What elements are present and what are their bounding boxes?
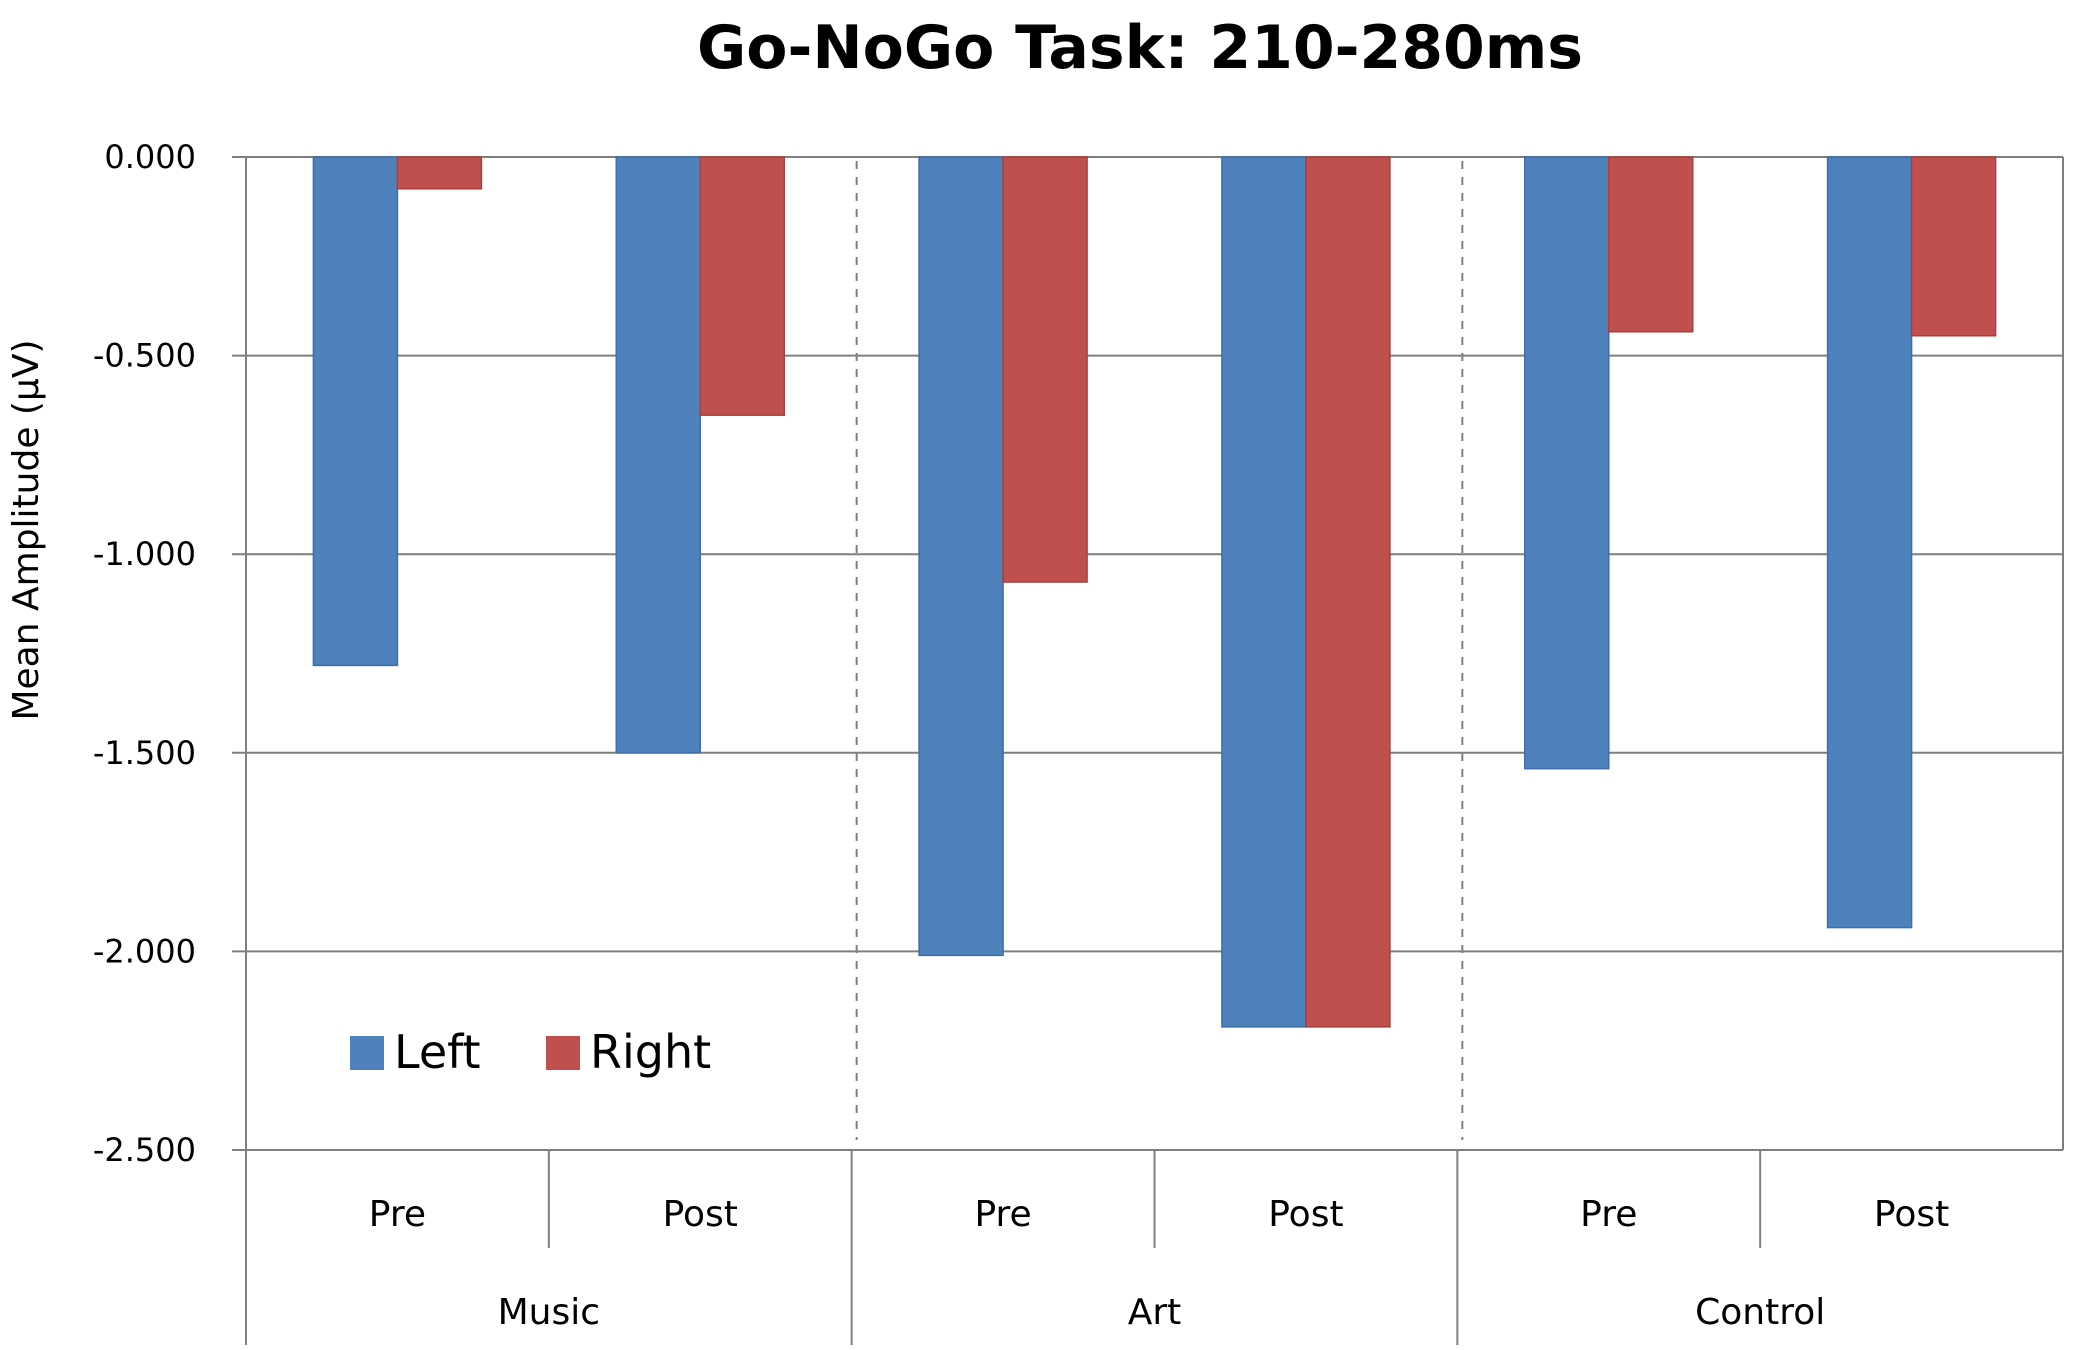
bar-left [1524,156,1610,770]
bar-left [312,156,399,667]
bar-right [699,156,785,416]
y-tick-label: -0.500 [93,337,196,375]
group-label: Art [1128,1292,1182,1333]
bar-left [1221,156,1307,1028]
category-label: Post [1874,1194,1949,1235]
legend-swatch-right [546,1036,580,1070]
y-tick-label: 0.000 [104,138,196,176]
group-label: Music [498,1292,600,1333]
bars [312,156,1997,1028]
axes [245,157,2064,1345]
category-label: Pre [369,1194,426,1235]
legend-label-right: Right [590,1025,711,1079]
y-tick-label: -1.000 [93,535,196,573]
bar-right [1305,156,1391,1028]
legend: Left Right [350,1025,711,1079]
bar-right [1608,156,1694,333]
y-tick-label: -2.500 [93,1131,196,1169]
bar-left [918,156,1004,957]
legend-label-left: Left [394,1025,481,1079]
chart-title: Go-NoGo Task: 210-280ms [697,13,1583,83]
y-tick-labels: 0.000 -0.500 -1.000 -1.500 -2.000 -2.500 [93,138,196,1169]
y-axis-label: Mean Amplitude (µV) [6,339,47,720]
category-labels: Pre Post Pre Post Pre Post Music Art Control [369,1194,1949,1333]
category-label: Post [663,1194,738,1235]
group-label: Control [1695,1292,1825,1333]
bar-left [1826,156,1913,929]
bar-right [396,156,483,190]
bar-right [1002,156,1088,583]
y-tick-label: -1.500 [93,734,196,772]
legend-swatch-left [350,1036,384,1070]
category-label: Pre [974,1194,1031,1235]
gridlines [232,156,2063,1151]
y-tick-label: -2.000 [93,932,196,970]
group-separators [855,161,1464,1140]
category-label: Pre [1580,1194,1637,1235]
category-label: Post [1268,1194,1343,1235]
bar-right [1910,156,1997,337]
bar-left [615,156,701,754]
